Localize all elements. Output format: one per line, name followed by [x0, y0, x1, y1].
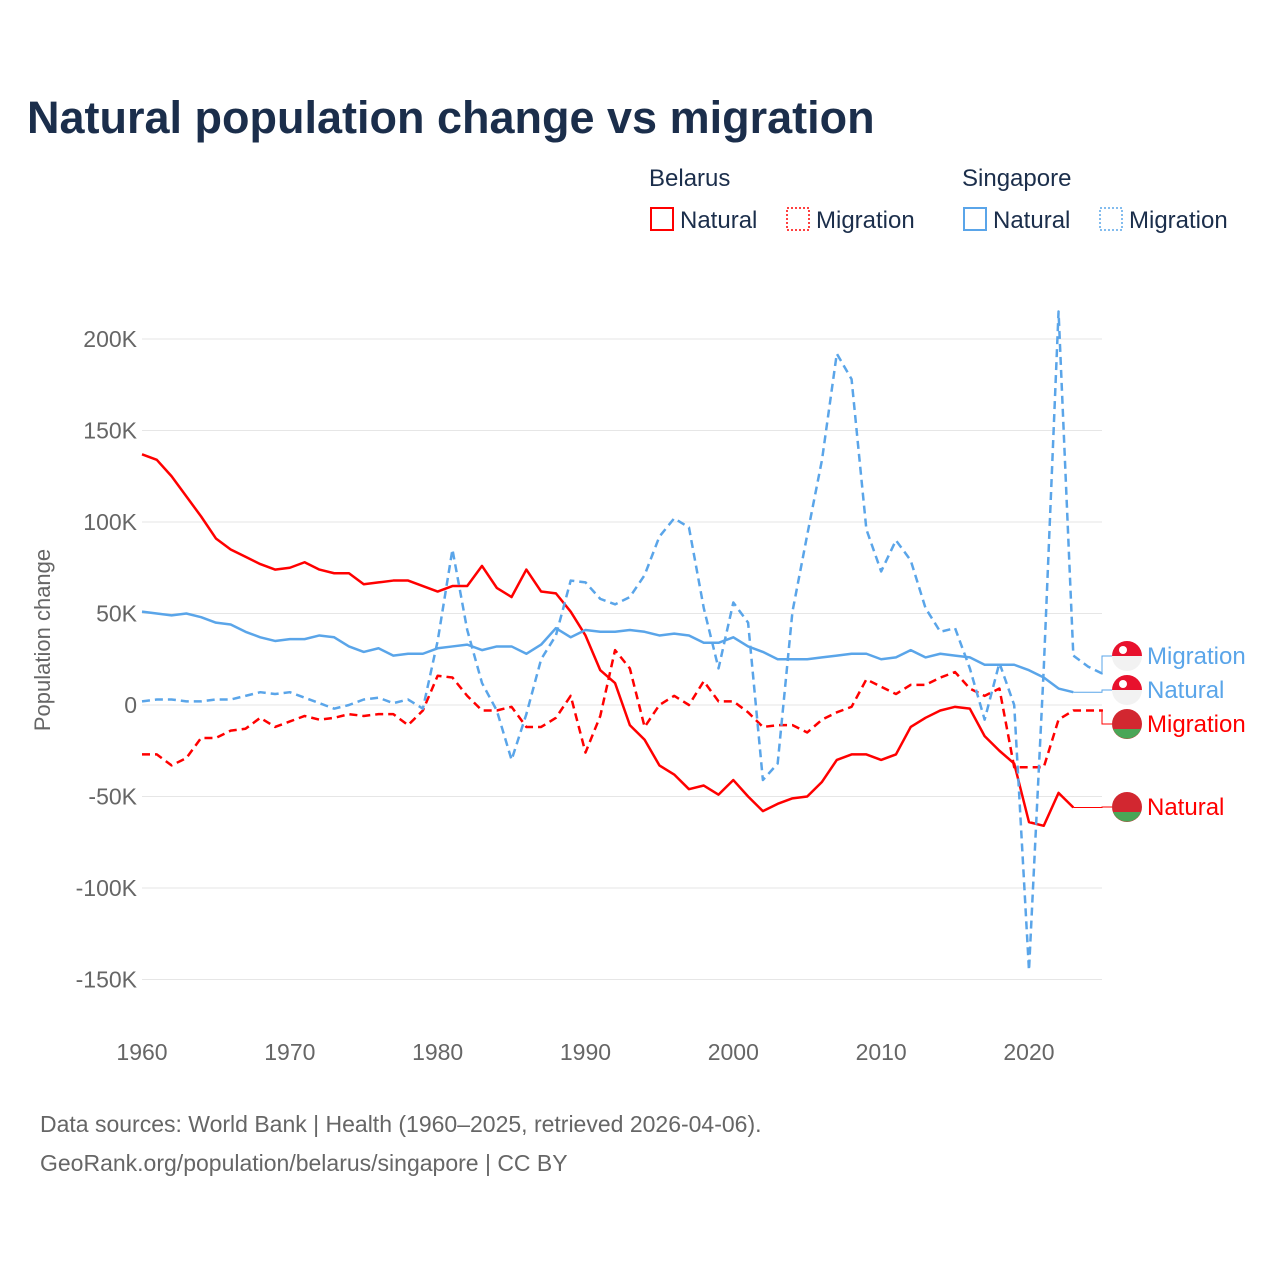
end-label-singapore-natural: Natural: [1147, 677, 1224, 704]
x-tick-label: 1980: [412, 1039, 463, 1065]
end-label-belarus-natural: Natural: [1147, 794, 1224, 821]
y-tick-label: -100K: [76, 875, 138, 901]
y-tick-label: -150K: [76, 967, 138, 993]
legend: Belarus Singapore Natural Migration Natu…: [649, 165, 1228, 234]
singapore-flag-icon: [1112, 641, 1142, 671]
x-tick-label: 2020: [1003, 1039, 1054, 1065]
label-connector: [1073, 690, 1112, 692]
y-tick-label: 150K: [83, 418, 137, 444]
legend-group-belarus: Belarus: [649, 165, 730, 192]
x-tick-label: 1990: [560, 1039, 611, 1065]
footer-source: Data sources: World Bank | Health (1960–…: [40, 1111, 762, 1137]
x-tick-label: 2000: [708, 1039, 759, 1065]
y-tick-label: -50K: [88, 784, 137, 810]
legend-item-belarus-natural[interactable]: Natural: [680, 207, 757, 234]
y-tick-label: 0: [124, 692, 137, 718]
end-label-belarus-migration: Migration: [1147, 711, 1246, 738]
x-tick-label: 2010: [856, 1039, 907, 1065]
footer-link[interactable]: GeoRank.org/population/belarus/singapore…: [40, 1150, 568, 1176]
legend-item-singapore-natural[interactable]: Natural: [993, 207, 1070, 234]
legend-item-belarus-migration[interactable]: Migration: [816, 207, 915, 234]
x-tick-label: 1970: [264, 1039, 315, 1065]
legend-swatch-singapore-migration: [1100, 208, 1122, 230]
end-label-singapore-migration: Migration: [1147, 643, 1246, 670]
legend-swatch-singapore-natural: [964, 208, 986, 230]
legend-group-singapore: Singapore: [962, 165, 1071, 192]
singapore-flag-icon: [1112, 675, 1142, 705]
series-line-belarus-migration: [142, 650, 1103, 767]
belarus-flag-icon: [1112, 792, 1142, 822]
x-tick-label: 1960: [116, 1039, 167, 1065]
y-tick-label: 100K: [83, 509, 137, 535]
label-connector: [1102, 710, 1112, 724]
y-tick-label: 50K: [96, 601, 138, 627]
belarus-flag-icon: [1112, 709, 1142, 739]
legend-swatch-belarus-natural: [651, 208, 673, 230]
chart-title: Natural population change vs migration: [27, 92, 875, 143]
legend-item-singapore-migration[interactable]: Migration: [1129, 207, 1228, 234]
legend-swatch-belarus-migration: [787, 208, 809, 230]
y-tick-label: 200K: [83, 326, 137, 352]
label-connector: [1102, 656, 1112, 674]
y-axis-label: Population change: [30, 549, 55, 731]
series-line-singapore-migration: [142, 312, 1103, 971]
